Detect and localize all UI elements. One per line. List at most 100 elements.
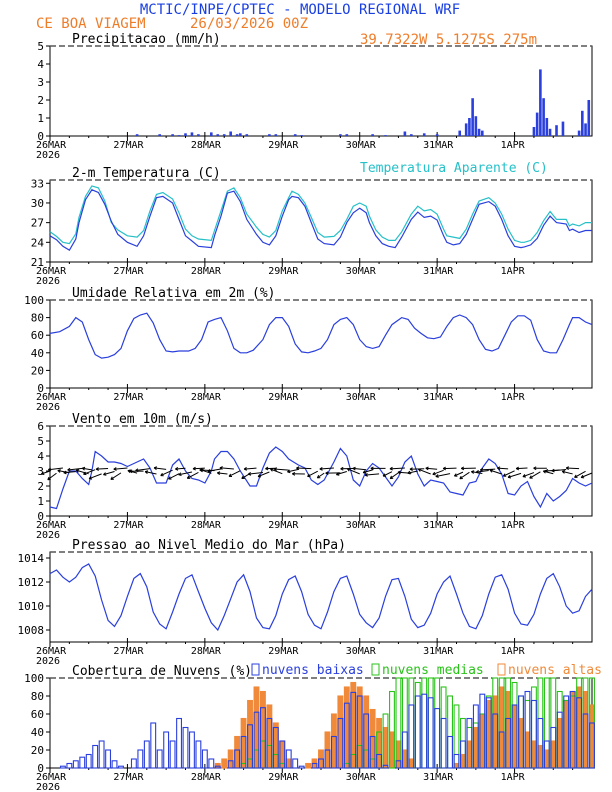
low-cloud-bar <box>240 735 247 769</box>
wind-arrow <box>489 469 502 475</box>
x-tick-label: 31MAR <box>423 520 454 531</box>
panel-frame <box>49 179 593 263</box>
y-tick-label: 1 <box>37 112 44 125</box>
x-tick-label: 29MAR <box>268 520 299 531</box>
high-cloud-bar <box>472 726 479 769</box>
high-cloud-bar <box>537 744 544 769</box>
precip-bar <box>197 134 200 136</box>
x-tick-label: 28MAR <box>191 646 222 657</box>
precip-bar <box>210 132 213 136</box>
wind-arrow-head <box>127 469 131 474</box>
wind-arrow <box>574 470 586 478</box>
wind-line <box>49 446 593 510</box>
wind-arrow-head <box>219 466 223 470</box>
low-cloud-bar <box>324 749 331 769</box>
wind-arrow-head <box>529 475 533 479</box>
wind-arrow <box>389 467 405 470</box>
wind-arrow <box>217 472 228 475</box>
y-tick-label: 1012 <box>18 576 45 589</box>
wind-arrow <box>67 467 83 471</box>
low-cloud-bar <box>189 731 195 769</box>
precip-bar <box>403 131 407 136</box>
precip-bar <box>216 134 220 136</box>
x-year-label: 2026 <box>36 656 60 667</box>
wind-arrow-head <box>247 471 252 476</box>
panel-title: Umidade Relativa em 2m (%) <box>72 286 276 301</box>
wind-arrow-head <box>216 471 221 475</box>
wind-arrow <box>507 472 522 478</box>
low-cloud-bar <box>582 713 589 769</box>
x-year-label: 2026 <box>36 782 60 792</box>
wind-arrow-head <box>160 472 164 477</box>
x-tick-label: 27MAR <box>113 266 144 277</box>
mid-cloud-bar <box>408 677 415 769</box>
y-tick-label: 4 <box>37 58 44 71</box>
high-cloud-bar <box>569 690 576 769</box>
precip-bar <box>548 128 552 136</box>
x-tick-label: 28MAR <box>191 266 222 277</box>
y-tick-label: 3 <box>37 465 44 478</box>
wind-arrow-head <box>561 470 566 474</box>
wind-arrow-head <box>507 474 512 479</box>
panel-temperature: 21 24 27 30 33 26MAR 27MAR 28MAR 29MAR 30MAR 31MAR… <box>31 161 593 287</box>
x-tick-label: 30MAR <box>346 392 377 403</box>
low-cloud-bar <box>356 695 363 769</box>
high-cloud-bar <box>356 686 363 769</box>
low-cloud-bar <box>472 704 479 769</box>
precip-bar <box>245 134 249 136</box>
wind-arrow <box>389 472 399 479</box>
precip-bar <box>135 134 139 136</box>
x-tick-label: 30MAR <box>346 772 377 783</box>
wind-arrow-head <box>362 470 367 474</box>
wind-arrow <box>175 467 186 470</box>
high-cloud-bar <box>376 717 383 769</box>
wind-arrow <box>274 468 289 471</box>
x-tick-label: 31MAR <box>423 140 454 151</box>
wind-arrow <box>543 470 554 475</box>
high-cloud-bar <box>453 762 460 769</box>
precip-bar <box>239 133 242 136</box>
wind-arrow-head <box>346 467 351 472</box>
wind-arrow <box>48 467 63 471</box>
low-cloud-bar <box>350 691 357 769</box>
low-cloud-bar <box>408 704 415 769</box>
wind-arrow <box>418 468 431 475</box>
x-tick-label: 31MAR <box>423 646 454 657</box>
y-tick-label: 40 <box>31 726 44 739</box>
y-tick-label: 2 <box>37 480 44 493</box>
low-cloud-bar <box>105 749 112 769</box>
wind-arrow-head <box>370 466 374 471</box>
wind-arrow-head <box>199 468 203 472</box>
low-cloud-bar <box>111 760 118 769</box>
wind-arrow <box>228 470 241 477</box>
panel-frame <box>49 299 593 389</box>
low-cloud-bar <box>201 749 208 769</box>
precip-bar <box>532 127 536 136</box>
wind-arrow <box>480 468 496 471</box>
wind-arrow <box>178 471 193 476</box>
x-tick-label: 29MAR <box>268 392 299 403</box>
mid-cloud-bar <box>434 677 441 769</box>
y-tick-label: 33 <box>31 177 44 190</box>
high-cloud-bar <box>382 726 389 769</box>
x-tick-label: 30MAR <box>346 140 377 151</box>
precip-bar <box>422 133 426 136</box>
y-tick-label: 100 <box>24 672 44 685</box>
y-tick-label: 100 <box>24 294 44 307</box>
wind-arrow-head <box>243 467 248 471</box>
y-tick-label: 60 <box>31 708 44 721</box>
low-cloud-bar <box>169 740 176 769</box>
low-cloud-bar <box>214 765 221 769</box>
wind-arrow <box>382 471 393 477</box>
low-cloud-bar <box>130 758 137 769</box>
low-cloud-bar <box>537 717 544 769</box>
mid-cloud-bar <box>447 695 453 769</box>
x-tick-label: 27MAR <box>113 772 144 783</box>
y-tick-label: 24 <box>31 236 45 249</box>
low-cloud-bar <box>447 735 453 769</box>
precip-bar <box>300 135 303 136</box>
wind-arrow <box>83 469 96 475</box>
wind-arrow <box>454 471 464 477</box>
high-cloud-bar <box>363 695 370 769</box>
low-cloud-bar <box>143 740 150 769</box>
